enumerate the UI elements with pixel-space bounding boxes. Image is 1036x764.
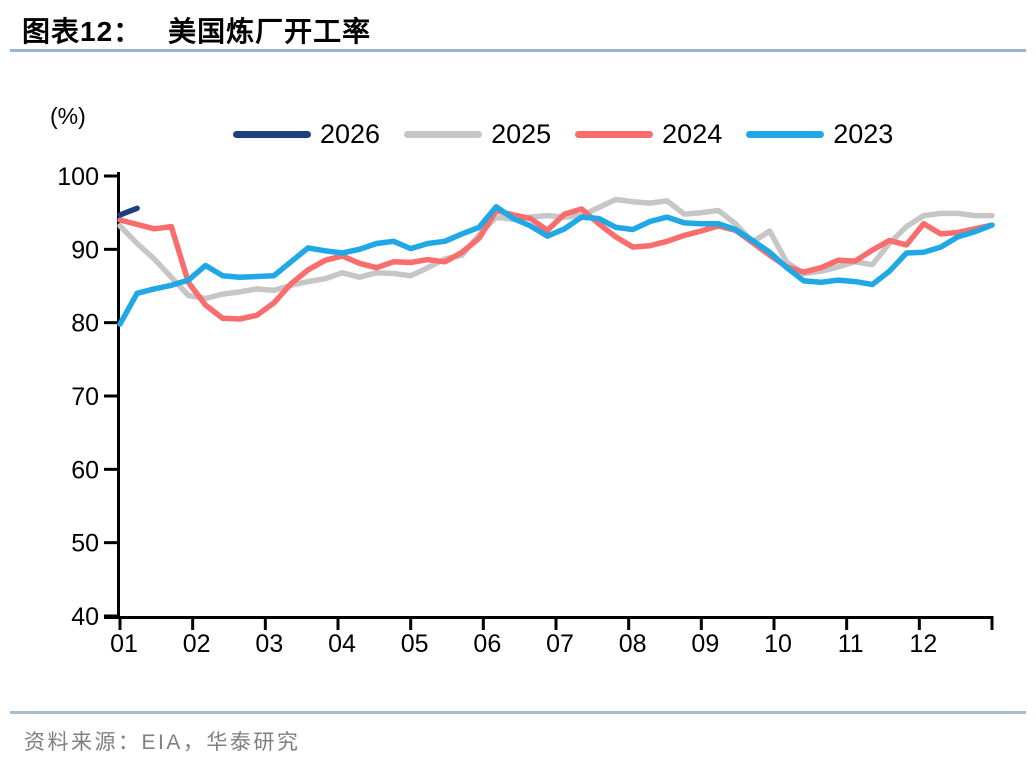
legend-label: 2024 xyxy=(662,119,723,149)
x-tick-label: 06 xyxy=(473,630,501,658)
x-tick-label: 03 xyxy=(255,630,283,658)
series-line-2026 xyxy=(117,205,140,218)
y-tick-label: 50 xyxy=(71,530,99,558)
x-tick-label: 07 xyxy=(546,630,574,658)
legend-label: 2026 xyxy=(320,119,381,149)
y-tick-label: 60 xyxy=(71,456,99,484)
x-tick-label: 10 xyxy=(764,630,792,658)
x-tick-label: 02 xyxy=(183,630,211,658)
x-tick-label: 08 xyxy=(619,630,647,658)
legend-swatch-2026 xyxy=(233,131,311,138)
y-axis-unit-label: (%) xyxy=(50,103,86,129)
x-tick-label: 12 xyxy=(909,630,937,658)
legend-swatch-2023 xyxy=(746,131,825,138)
legend-item-2026: 2026 xyxy=(233,119,380,150)
legend-label: 2025 xyxy=(491,119,552,149)
legend-item-2025: 2025 xyxy=(404,119,551,150)
y-tick-label: 40 xyxy=(71,603,99,631)
legend-swatch-2025 xyxy=(404,131,483,138)
legend-swatch-2024 xyxy=(575,131,654,138)
y-tick-label: 100 xyxy=(57,163,99,191)
x-tick-label: 04 xyxy=(328,630,356,658)
figure-number: 图表12： xyxy=(22,16,143,47)
legend-label: 2023 xyxy=(833,119,894,149)
series-line-2023 xyxy=(117,204,995,327)
y-tick-label: 70 xyxy=(71,383,99,411)
series-line-2024 xyxy=(117,206,995,322)
source-note: 资料来源：EIA，华泰研究 xyxy=(24,731,301,754)
figure-name: 美国炼厂开工率 xyxy=(168,16,372,47)
legend-item-2023: 2023 xyxy=(746,119,893,150)
chart-legend: 2026 2025 2024 2023 xyxy=(233,119,917,150)
footer-divider xyxy=(10,711,1026,714)
x-tick-label: 05 xyxy=(401,630,429,658)
x-tick-label: 09 xyxy=(691,630,719,658)
figure-title: 图表12： 美国炼厂开工率 xyxy=(22,10,371,50)
x-tick-label: 01 xyxy=(110,630,138,658)
y-tick-label: 90 xyxy=(71,236,99,264)
x-tick-label: 11 xyxy=(838,630,864,658)
series-line-2025 xyxy=(117,196,995,302)
y-tick-label: 80 xyxy=(71,310,99,338)
title-divider xyxy=(10,49,1026,52)
legend-item-2024: 2024 xyxy=(575,119,722,150)
